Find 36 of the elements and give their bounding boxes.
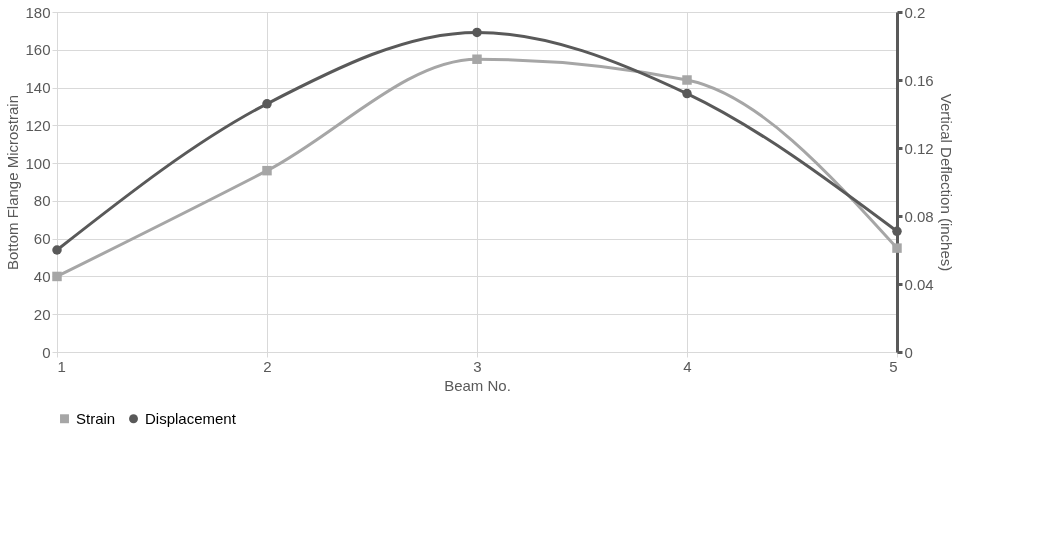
y-tick-label: 160 <box>25 41 51 59</box>
x-tick-label: 4 <box>683 357 692 375</box>
legend-label: Strain <box>76 409 116 427</box>
y-tick-label: 40 <box>33 267 51 285</box>
y-tick-label: 20 <box>33 305 51 323</box>
y2-axis-title: Vertical Deflection (inches) <box>937 93 955 272</box>
y2-tick-label: 0.08 <box>904 207 934 225</box>
point <box>682 88 692 99</box>
point <box>892 226 902 237</box>
y-tick-label: 60 <box>33 230 51 248</box>
y-tick-label: 140 <box>25 79 51 97</box>
point <box>52 271 62 282</box>
y-axis-title: Bottom Flange Microstrain <box>4 94 22 271</box>
legend-label: Displacement <box>145 409 237 427</box>
point <box>892 243 902 253</box>
y2-tick-label: 0.2 <box>904 3 926 21</box>
x-tick-label: 5 <box>889 357 898 375</box>
y-tick-label: 180 <box>25 3 51 21</box>
point <box>262 99 272 109</box>
y-tick-label: 80 <box>33 192 51 210</box>
point <box>682 75 692 85</box>
y-tick-label: 0 <box>42 343 51 361</box>
y2-tick-label: 0 <box>904 343 913 361</box>
point <box>52 245 62 255</box>
x-tick-label: 2 <box>263 357 272 375</box>
point <box>472 27 482 38</box>
x-tick-label: 1 <box>57 357 66 375</box>
x-axis-title: Beam No. <box>444 376 511 394</box>
y2-tick-label: 0.16 <box>904 71 934 89</box>
point <box>472 54 482 64</box>
y-tick-label: 100 <box>25 154 51 172</box>
y2-tick-label: 0.04 <box>904 275 934 293</box>
y-tick-label: 120 <box>25 116 51 134</box>
y2-tick-label: 0.12 <box>904 139 934 157</box>
point <box>262 165 272 176</box>
x-tick-label: 3 <box>473 357 482 375</box>
